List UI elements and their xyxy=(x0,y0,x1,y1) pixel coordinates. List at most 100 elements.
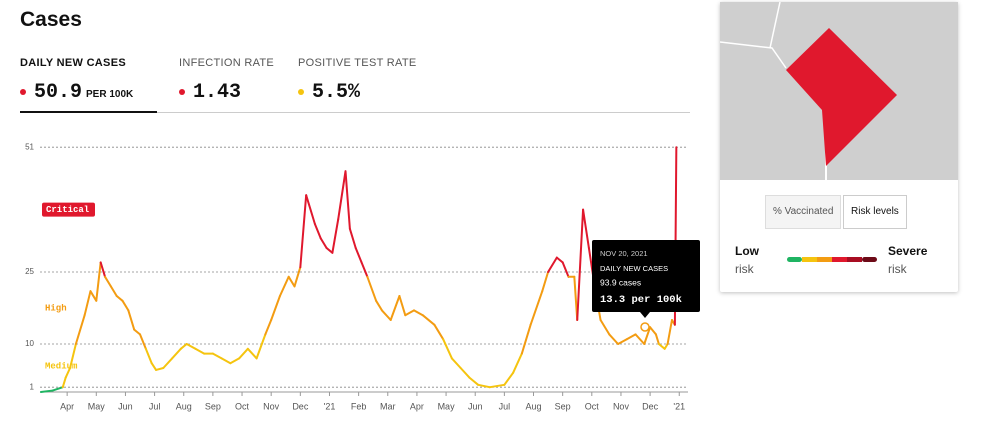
line-segment xyxy=(293,266,302,288)
line-segment xyxy=(115,295,124,302)
button[interactable]: % Vaccinated xyxy=(765,195,842,229)
line-segment xyxy=(264,319,273,336)
line-segment xyxy=(229,357,241,365)
line-segment xyxy=(576,208,585,321)
line-segment xyxy=(404,309,416,317)
line-segment xyxy=(421,314,436,326)
line-segment xyxy=(413,309,424,317)
line-segment xyxy=(319,237,328,249)
x-tick-label: Sep xyxy=(555,401,571,411)
button[interactable]: Risk levels xyxy=(843,195,907,229)
page-title: Cases xyxy=(20,8,82,31)
line-segment xyxy=(561,261,570,278)
line-segment xyxy=(666,319,673,345)
metric-unit: PER 100K xyxy=(86,89,134,100)
legend-high: Severe xyxy=(888,244,928,258)
line-segment xyxy=(162,357,174,369)
line-segment xyxy=(51,386,64,392)
metric-label: DAILY NEW CASES xyxy=(20,57,126,69)
line-segment xyxy=(634,333,646,345)
y-tick-label: 51 xyxy=(25,142,34,151)
line-segment xyxy=(654,333,660,345)
x-tick-label: Aug xyxy=(176,401,192,411)
line-segment xyxy=(139,333,147,350)
line-segment xyxy=(144,347,153,365)
line-segment xyxy=(127,309,136,331)
line-segment xyxy=(238,347,249,360)
x-tick-label: Nov xyxy=(263,401,280,411)
line-segment xyxy=(582,208,590,249)
y-tick-label: 10 xyxy=(25,339,34,348)
line-segment xyxy=(337,170,347,221)
metric-tab[interactable]: INFECTION RATE 1.43 xyxy=(179,57,274,104)
risk-segment xyxy=(787,257,802,262)
line-segment xyxy=(380,309,392,321)
x-tick-label: Mar xyxy=(380,401,396,411)
line-segment xyxy=(512,352,523,374)
line-segment xyxy=(69,343,77,369)
line-segment xyxy=(61,376,67,389)
y-tick-label: 25 xyxy=(25,267,34,276)
line-segment xyxy=(555,256,564,264)
metric-label: POSITIVE TEST RATE xyxy=(298,57,417,69)
line-segment xyxy=(171,347,182,360)
region[interactable] xyxy=(786,28,897,166)
x-tick-label: Dec xyxy=(642,401,659,411)
line-segment xyxy=(179,343,188,350)
metric-label: INFECTION RATE xyxy=(179,57,275,69)
x-tick-label: '21 xyxy=(324,401,336,411)
hover-point xyxy=(640,322,650,332)
line-segment xyxy=(211,352,223,360)
chart: 1 10 25 51 Apr May Jun Jul Aug Sep Oct Nov Dec '21 Feb… xyxy=(25,142,700,411)
line-segment xyxy=(121,299,130,312)
line-segment xyxy=(468,376,480,386)
tooltip-pointer xyxy=(640,312,650,318)
x-tick-label: Sep xyxy=(205,401,221,411)
metric-dot xyxy=(179,88,185,95)
line-segment xyxy=(89,290,98,302)
line-segment xyxy=(360,261,369,278)
x-tick-label: Oct xyxy=(235,401,250,411)
line-segment xyxy=(325,247,334,254)
level-label: High xyxy=(45,303,67,313)
line-segment xyxy=(503,371,515,386)
line-segment xyxy=(331,218,340,254)
x-tick-label: Dec xyxy=(292,401,309,411)
tooltip-date: NOV 20, 2021 xyxy=(600,249,648,258)
x-tick-label: Jul xyxy=(499,401,511,411)
line-segment xyxy=(643,326,652,345)
line-segment xyxy=(459,367,471,379)
tooltip-rate: 13.3 per 100k xyxy=(600,294,682,306)
line-segment xyxy=(278,275,290,297)
level-badge xyxy=(42,202,95,217)
line-segment xyxy=(520,323,532,355)
metric-tab[interactable]: POSITIVE TEST RATE 5.5% xyxy=(298,57,416,104)
metric-value: 50.9 xyxy=(34,81,83,104)
line-segment xyxy=(133,328,142,336)
x-tick-label: Jul xyxy=(149,401,161,411)
line-segment xyxy=(194,347,206,355)
level-label: Critical xyxy=(46,205,90,215)
x-tick-label: Apr xyxy=(60,401,74,411)
metric-dot xyxy=(298,88,304,95)
risk-segment xyxy=(847,257,862,262)
level-label: Medium xyxy=(45,361,78,371)
line-segment xyxy=(39,389,54,393)
line-segment xyxy=(344,170,351,230)
line-segment xyxy=(99,261,107,278)
divider xyxy=(157,112,690,113)
line-segment xyxy=(450,357,462,369)
tab-underline xyxy=(20,111,157,113)
x-tick-label: Aug xyxy=(526,401,542,411)
line-segment xyxy=(220,357,232,365)
line-segment xyxy=(348,227,357,249)
x-tick-label: '21 xyxy=(673,401,685,411)
tooltip-cases: 93.9 cases xyxy=(600,277,641,287)
map xyxy=(720,2,958,180)
x-tick-label: Nov xyxy=(613,401,630,411)
y-tick-label: 1 xyxy=(30,382,35,391)
line-segment xyxy=(255,333,267,360)
metric-tab[interactable]: DAILY NEW CASES 50.9 PER 100K xyxy=(20,57,133,104)
line-segment xyxy=(608,333,620,345)
